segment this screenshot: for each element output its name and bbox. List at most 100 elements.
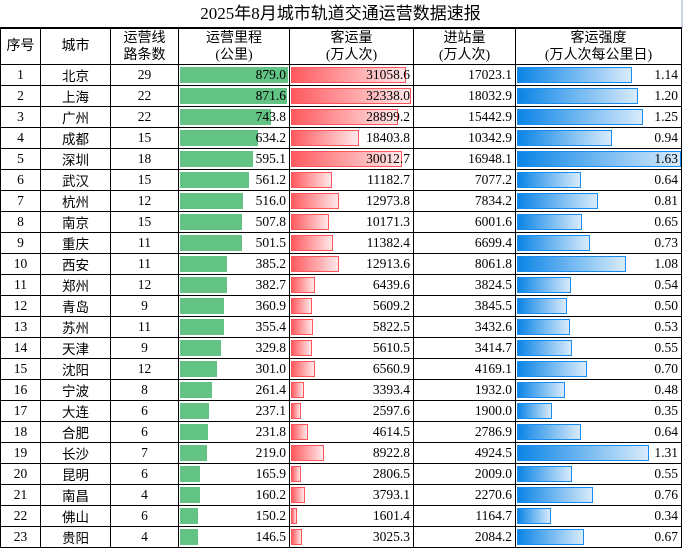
cell-seq[interactable]: 13 [0,316,41,338]
cell-lines[interactable]: 11 [110,232,179,254]
cell-intensity[interactable]: 0.65 [515,211,682,233]
cell-mileage[interactable]: 219.0 [178,442,290,464]
cell-seq[interactable]: 20 [0,463,41,485]
cell-lines[interactable]: 9 [110,295,179,317]
cell-lines[interactable]: 6 [110,505,179,527]
cell-mileage[interactable]: 501.5 [178,232,290,254]
cell-lines[interactable]: 15 [110,127,179,149]
cell-lines[interactable]: 6 [110,421,179,443]
cell-ridership[interactable]: 6439.6 [289,274,414,296]
cell-lines[interactable]: 22 [110,106,179,128]
cell-lines[interactable]: 22 [110,85,179,107]
cell-intensity[interactable]: 0.54 [515,274,682,296]
cell-seq[interactable]: 7 [0,190,41,212]
cell-city[interactable]: 昆明 [40,463,111,485]
cell-entries[interactable]: 3824.5 [413,274,516,296]
cell-lines[interactable]: 29 [110,64,179,86]
cell-entries[interactable]: 3414.7 [413,337,516,359]
cell-city[interactable]: 广州 [40,106,111,128]
cell-mileage[interactable]: 231.8 [178,421,290,443]
cell-lines[interactable]: 11 [110,316,179,338]
cell-lines[interactable]: 12 [110,190,179,212]
cell-lines[interactable]: 4 [110,526,179,548]
cell-seq[interactable]: 2 [0,85,41,107]
cell-ridership[interactable]: 3793.1 [289,484,414,506]
cell-lines[interactable]: 12 [110,358,179,380]
cell-entries[interactable]: 16948.1 [413,148,516,170]
cell-entries[interactable]: 1900.0 [413,400,516,422]
cell-lines[interactable]: 15 [110,211,179,233]
cell-intensity[interactable]: 0.48 [515,379,682,401]
cell-city[interactable]: 沈阳 [40,358,111,380]
cell-mileage[interactable]: 146.5 [178,526,290,548]
cell-city[interactable]: 南京 [40,211,111,233]
cell-entries[interactable]: 8061.8 [413,253,516,275]
cell-mileage[interactable]: 507.8 [178,211,290,233]
cell-entries[interactable]: 1164.7 [413,505,516,527]
cell-city[interactable]: 佛山 [40,505,111,527]
cell-entries[interactable]: 7834.2 [413,190,516,212]
cell-entries[interactable]: 2009.0 [413,463,516,485]
cell-entries[interactable]: 3432.6 [413,316,516,338]
cell-intensity[interactable]: 0.73 [515,232,682,254]
cell-ridership[interactable]: 2806.5 [289,463,414,485]
cell-city[interactable]: 成都 [40,127,111,149]
cell-lines[interactable]: 7 [110,442,179,464]
cell-ridership[interactable]: 6560.9 [289,358,414,380]
cell-mileage[interactable]: 743.8 [178,106,290,128]
cell-city[interactable]: 青岛 [40,295,111,317]
cell-city[interactable]: 大连 [40,400,111,422]
cell-seq[interactable]: 12 [0,295,41,317]
cell-seq[interactable]: 1 [0,64,41,86]
cell-city[interactable]: 宁波 [40,379,111,401]
cell-city[interactable]: 合肥 [40,421,111,443]
cell-city[interactable]: 武汉 [40,169,111,191]
cell-intensity[interactable]: 0.70 [515,358,682,380]
cell-intensity[interactable]: 1.14 [515,64,682,86]
cell-ridership[interactable]: 30012.7 [289,148,414,170]
cell-ridership[interactable]: 3393.4 [289,379,414,401]
cell-lines[interactable]: 12 [110,274,179,296]
cell-city[interactable]: 北京 [40,64,111,86]
cell-ridership[interactable]: 5609.2 [289,295,414,317]
cell-mileage[interactable]: 385.2 [178,253,290,275]
cell-seq[interactable]: 11 [0,274,41,296]
cell-ridership[interactable]: 31058.6 [289,64,414,86]
cell-intensity[interactable]: 0.35 [515,400,682,422]
cell-entries[interactable]: 18032.9 [413,85,516,107]
cell-ridership[interactable]: 1601.4 [289,505,414,527]
cell-intensity[interactable]: 1.63 [515,148,682,170]
cell-ridership[interactable]: 10171.3 [289,211,414,233]
cell-intensity[interactable]: 0.81 [515,190,682,212]
cell-mileage[interactable]: 301.0 [178,358,290,380]
cell-ridership[interactable]: 2597.6 [289,400,414,422]
cell-entries[interactable]: 6001.6 [413,211,516,233]
cell-intensity[interactable]: 1.20 [515,85,682,107]
cell-entries[interactable]: 1932.0 [413,379,516,401]
cell-seq[interactable]: 10 [0,253,41,275]
cell-intensity[interactable]: 0.67 [515,526,682,548]
cell-mileage[interactable]: 360.9 [178,295,290,317]
cell-seq[interactable]: 23 [0,526,41,548]
cell-intensity[interactable]: 0.76 [515,484,682,506]
cell-lines[interactable]: 9 [110,337,179,359]
cell-intensity[interactable]: 0.94 [515,127,682,149]
cell-seq[interactable]: 18 [0,421,41,443]
cell-city[interactable]: 重庆 [40,232,111,254]
cell-intensity[interactable]: 1.08 [515,253,682,275]
cell-entries[interactable]: 3845.5 [413,295,516,317]
cell-entries[interactable]: 15442.9 [413,106,516,128]
cell-city[interactable]: 西安 [40,253,111,275]
cell-ridership[interactable]: 28899.2 [289,106,414,128]
cell-intensity[interactable]: 0.55 [515,463,682,485]
cell-entries[interactable]: 17023.1 [413,64,516,86]
cell-entries[interactable]: 2084.2 [413,526,516,548]
cell-lines[interactable]: 4 [110,484,179,506]
cell-ridership[interactable]: 5610.5 [289,337,414,359]
cell-intensity[interactable]: 0.64 [515,421,682,443]
cell-seq[interactable]: 9 [0,232,41,254]
cell-intensity[interactable]: 0.34 [515,505,682,527]
cell-ridership[interactable]: 11182.7 [289,169,414,191]
cell-ridership[interactable]: 5822.5 [289,316,414,338]
cell-mileage[interactable]: 165.9 [178,463,290,485]
